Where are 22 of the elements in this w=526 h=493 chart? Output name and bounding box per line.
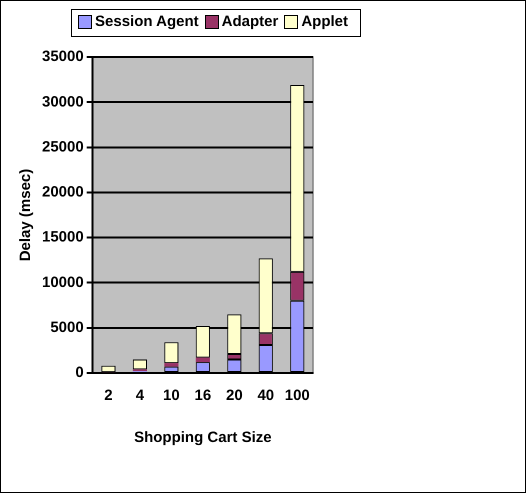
y-tick-label: 5000	[50, 319, 84, 336]
bar	[196, 358, 210, 362]
y-axis-title: Delay (msec)	[17, 168, 34, 262]
x-tick-label: 4	[136, 387, 145, 404]
x-tick-label: 40	[257, 387, 274, 404]
x-tick-label: 100	[284, 387, 310, 404]
x-tick-label: 2	[104, 387, 113, 404]
y-tick-label: 35000	[42, 48, 84, 66]
legend-label: Applet	[301, 13, 348, 30]
y-tick-label: 25000	[42, 138, 84, 156]
y-tick-label: 20000	[42, 184, 84, 201]
x-axis-title: Shopping Cart Size	[134, 429, 272, 446]
x-tick-label: 10	[163, 387, 180, 404]
y-tick-label: 0	[75, 364, 84, 382]
legend-label: Session Agent	[95, 13, 199, 30]
x-tick-label: 16	[194, 387, 212, 404]
y-tick-label: 30000	[42, 93, 84, 110]
x-tick-label: 20	[226, 387, 243, 404]
y-tick-label: 10000	[42, 274, 84, 291]
legend-label: Adapter	[222, 13, 278, 30]
bar	[164, 363, 178, 367]
y-tick-label: 15000	[42, 228, 84, 246]
